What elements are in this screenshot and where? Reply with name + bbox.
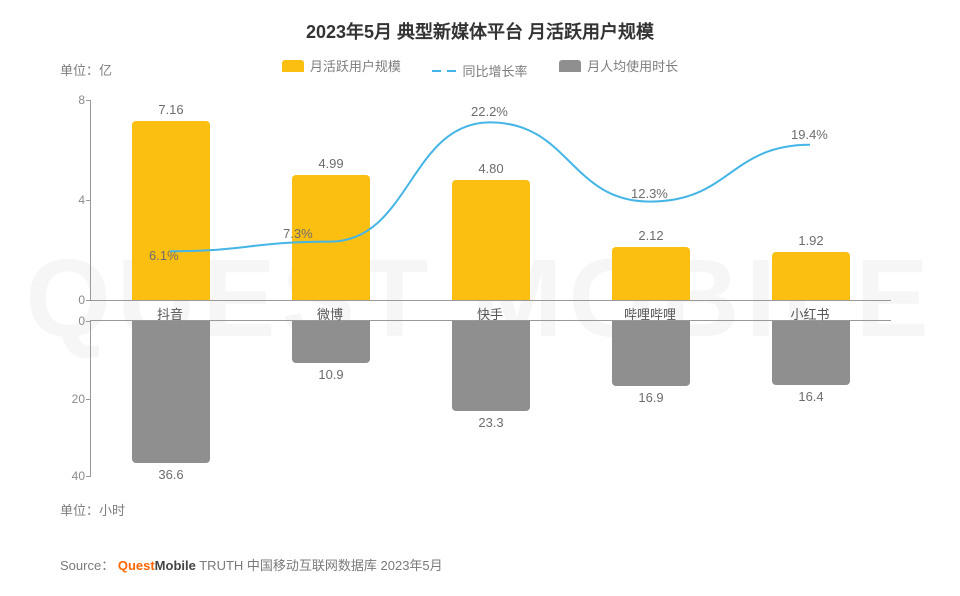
yoy-value: 22.2%	[471, 104, 508, 119]
hours-bar	[452, 321, 530, 411]
mau-bar	[612, 247, 690, 300]
hours-bar	[132, 321, 210, 463]
legend: 月活跃用户规模 同比增长率 月人均使用时长	[0, 56, 960, 80]
legend-hours-swatch	[559, 60, 581, 72]
yoy-value: 6.1%	[149, 248, 179, 263]
mau-bar	[772, 252, 850, 300]
unit-bottom: 单位：小时	[60, 500, 125, 519]
legend-mau: 月活跃用户规模	[282, 56, 401, 75]
mau-value: 2.12	[638, 228, 663, 243]
legend-yoy-swatch	[432, 70, 456, 72]
mau-bar	[132, 121, 210, 300]
legend-hours: 月人均使用时长	[559, 56, 678, 75]
ytick-upper: 8	[57, 93, 85, 107]
hours-value: 16.9	[638, 390, 663, 405]
legend-mau-swatch	[282, 60, 304, 72]
yoy-value: 12.3%	[631, 186, 668, 201]
lower-plot: 0204036.610.923.316.916.4	[90, 320, 891, 476]
ytick-upper: 4	[57, 193, 85, 207]
hours-bar	[772, 321, 850, 385]
ytick-lower: 20	[57, 392, 85, 406]
mau-value: 4.80	[478, 161, 503, 176]
hours-value: 16.4	[798, 389, 823, 404]
x-category: 哔哩哔哩	[570, 304, 730, 323]
hours-value: 23.3	[478, 415, 503, 430]
hours-bar	[292, 321, 370, 363]
ytick-upper: 0	[57, 293, 85, 307]
ytick-lower: 40	[57, 469, 85, 483]
x-category: 抖音	[90, 304, 250, 323]
x-category: 微博	[250, 304, 410, 323]
mau-value: 1.92	[798, 233, 823, 248]
mau-bar	[452, 180, 530, 300]
chart-title: 2023年5月 典型新媒体平台 月活跃用户规模	[0, 0, 960, 44]
upper-plot: 0487.166.1%4.997.3%4.8022.2%2.1212.3%1.9…	[90, 100, 891, 301]
source-line: Source： QuestMobile TRUTH 中国移动互联网数据库 202…	[60, 555, 443, 574]
hours-bar	[612, 321, 690, 386]
mau-value: 4.99	[318, 156, 343, 171]
ytick-lower: 0	[57, 314, 85, 328]
yoy-value: 7.3%	[283, 226, 313, 241]
x-category: 小红书	[730, 304, 890, 323]
yoy-value: 19.4%	[791, 127, 828, 142]
legend-yoy: 同比增长率	[432, 61, 527, 80]
x-category: 快手	[410, 304, 570, 323]
hours-value: 10.9	[318, 367, 343, 382]
mau-value: 7.16	[158, 102, 183, 117]
hours-value: 36.6	[158, 467, 183, 482]
